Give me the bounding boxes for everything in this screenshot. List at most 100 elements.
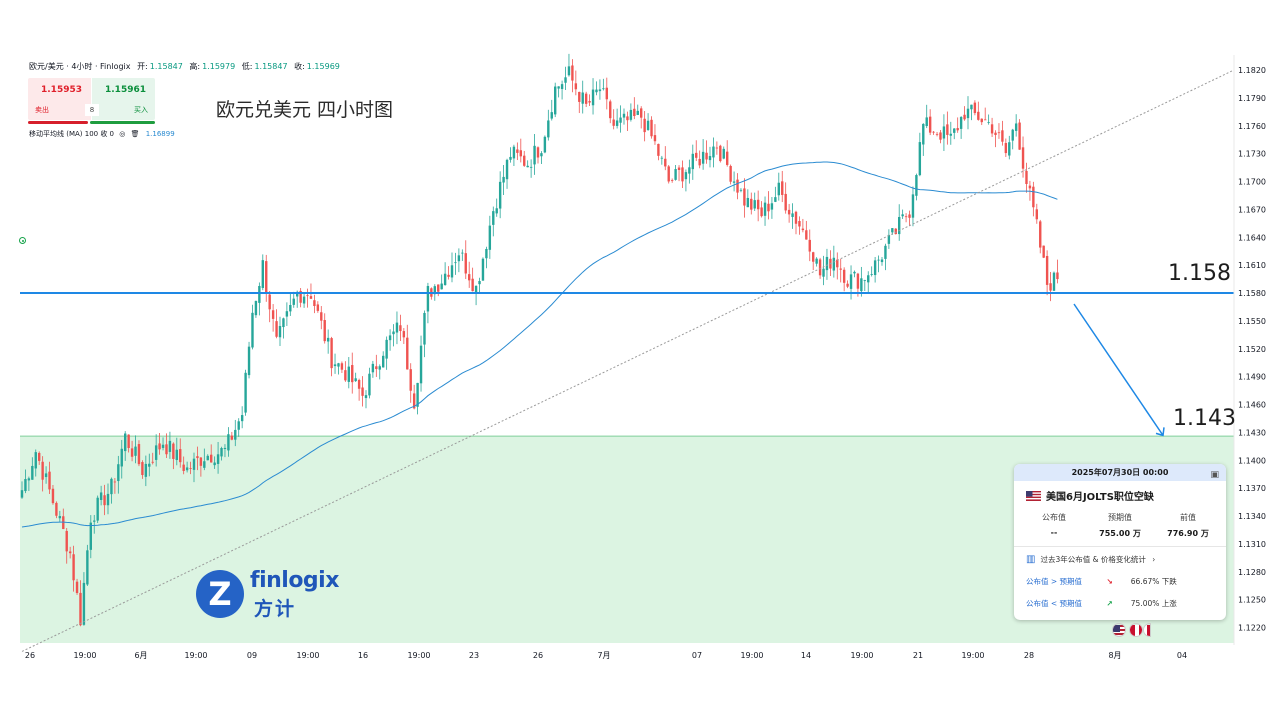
event-title-row: 美国6月JOLTS职位空缺 (1026, 488, 1154, 503)
candle-body (406, 337, 409, 370)
candle-body (65, 530, 68, 552)
stat-condition: 公布值 < 预期值 (1026, 599, 1083, 608)
candle-body (815, 258, 818, 264)
candle-body (980, 118, 983, 123)
candle-body (523, 155, 526, 166)
quantity-input[interactable]: 8 (85, 104, 99, 116)
candle-body (99, 492, 103, 501)
candle-body (708, 156, 712, 161)
candle-body (1018, 122, 1021, 150)
stats-link[interactable]: ▥ 过去3年公布值 & 价格变化统计 › (1026, 554, 1155, 565)
eye-icon[interactable]: ◎ (119, 130, 126, 138)
candle-body (464, 253, 467, 274)
candle-body (533, 145, 536, 165)
projection-arrowhead (1155, 427, 1165, 437)
economic-event-card[interactable]: 2025年07月30日 00:00 ▣ 美国6月JOLTS职位空缺 公布值 --… (1014, 464, 1226, 620)
candle-body (719, 145, 722, 162)
trendline[interactable] (21, 69, 1235, 652)
candle-body (227, 434, 230, 451)
price-tick-label: 1.1310 (1238, 540, 1266, 549)
bar-chart-icon: ▥ (1026, 554, 1036, 565)
candle-body (148, 463, 151, 467)
candle-body (474, 285, 478, 293)
us-flag-marker-icon[interactable] (1112, 623, 1126, 637)
projection-arrow (1073, 303, 1164, 436)
candle-body (856, 273, 860, 289)
logo-text-en: finlogix (250, 568, 339, 593)
calendar-icon[interactable]: ▣ (1210, 470, 1219, 480)
previous-column: 前值 776.90 万 (1153, 512, 1223, 539)
candle-body (443, 273, 447, 286)
candle-body (1049, 283, 1052, 291)
candle-body (781, 181, 784, 195)
buy-button[interactable]: 1.15961 买入 (92, 78, 155, 120)
price-axis[interactable]: 1.1820 1.1790 1.1760 1.1730 1.1700 1.1670 1.16… (1238, 66, 1266, 633)
candle-body (722, 148, 725, 159)
time-tick-label: 26 (25, 651, 35, 660)
candle-body (86, 550, 89, 585)
price-tick-label: 1.1520 (1238, 345, 1266, 354)
candle-body (206, 455, 209, 461)
candle-body (739, 189, 743, 191)
time-tick-label: 26 (533, 651, 543, 660)
time-axis[interactable]: 26 19:00 6月 19:00 09 19:00 16 19:00 23 26 7月 07 19:0… (25, 651, 1187, 660)
price-tick-label: 1.1730 (1238, 150, 1266, 159)
candle-body (265, 261, 268, 293)
candle-body (990, 124, 994, 134)
candle-body (323, 320, 326, 342)
candle-body (79, 592, 82, 626)
time-tick-label: 07 (692, 651, 702, 660)
trend-up-icon: ↗ (1106, 599, 1113, 608)
buy-ratio-bar (90, 121, 155, 124)
high-value: 1.15979 (202, 62, 236, 71)
candle-body (578, 91, 581, 102)
indicator-name: 移动平均线 (MA) (29, 130, 83, 138)
candle-body (399, 325, 402, 332)
candle-body (282, 318, 285, 328)
close-value: 1.15969 (306, 62, 340, 71)
candle-body (977, 111, 980, 120)
buy-price: 1.15961 (105, 85, 146, 95)
flag-marker-icon[interactable] (1129, 623, 1143, 637)
flag-marker-partial-icon[interactable] (1143, 623, 1151, 637)
price-tick-label: 1.1340 (1238, 512, 1266, 521)
candle-body (918, 142, 922, 176)
stat-result: 66.67% 下跌 (1130, 577, 1177, 586)
time-tick-label: 16 (358, 651, 368, 660)
candle-body (688, 167, 691, 174)
candle-body (182, 464, 185, 471)
candle-body (395, 322, 399, 333)
candle-body (254, 300, 258, 316)
candle-body (402, 331, 406, 338)
candle-body (598, 89, 602, 92)
candle-body (640, 108, 643, 118)
candle-body (949, 133, 952, 136)
candle-body (787, 209, 791, 215)
candle-body (984, 119, 987, 121)
candle-body (44, 473, 48, 478)
candle-body (756, 199, 760, 210)
candle-body (313, 300, 316, 307)
candle-body (210, 454, 213, 463)
event-datetime-bar: 2025年07月30日 00:00 ▣ (1014, 464, 1226, 481)
forecast-label: 预期值 (1108, 513, 1132, 522)
candle-body (388, 335, 392, 341)
sell-button[interactable]: 1.15953 卖出 (28, 78, 91, 120)
price-tick-label: 1.1550 (1238, 317, 1266, 326)
trend-down-icon: ↘ (1106, 577, 1113, 586)
candle-body (213, 462, 216, 466)
candle-body (705, 152, 708, 160)
candle-body (695, 152, 698, 158)
candle-body (203, 461, 206, 468)
candle-body (836, 259, 839, 268)
candle-body (746, 197, 750, 208)
trash-icon[interactable]: 🗑︎ (130, 130, 140, 138)
candle-body (956, 128, 959, 131)
event-datetime: 2025年07月30日 00:00 (1071, 468, 1169, 477)
price-tick-label: 1.1700 (1238, 178, 1266, 187)
symbol-label: 欧元/美元 · 4小时 · Finlogix (29, 62, 131, 71)
candle-body (258, 285, 261, 303)
candle-body (925, 117, 928, 127)
candle-body (468, 274, 471, 281)
candle-body (622, 113, 626, 118)
